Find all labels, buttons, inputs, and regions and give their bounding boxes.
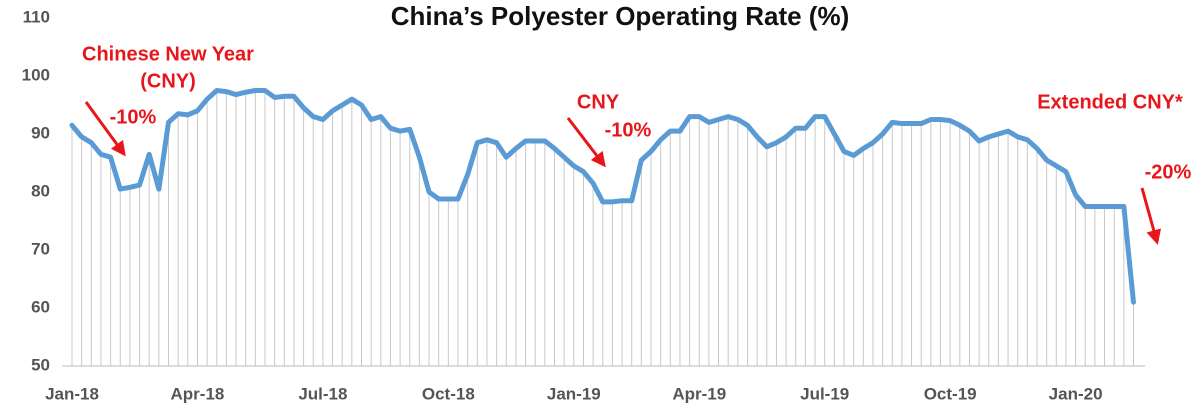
y-tick-label: 60 [31,297,50,316]
arrow [84,101,126,157]
x-tick-label: Jul-18 [298,384,347,403]
annotation: -10% [110,106,157,128]
x-tick-label: Apr-18 [171,384,225,403]
x-tick-label: Jan-19 [547,384,601,403]
x-tick-label: Oct-19 [924,384,977,403]
arrow [566,117,606,168]
y-tick-label: 80 [31,181,50,200]
x-tick-label: Jan-20 [1049,384,1103,403]
annotation: CNY [577,91,620,113]
x-tick-label: Oct-18 [422,384,475,403]
y-tick-label: 110 [23,7,50,26]
x-tick-label: Jan-18 [45,384,99,403]
annotation: -20% [1145,161,1192,183]
chart-title: China’s Polyester Operating Rate (%) [391,1,849,31]
annotation: (CNY) [140,70,196,92]
annotation: -10% [605,119,652,141]
arrow [1140,187,1162,245]
y-tick-label: 70 [31,239,50,258]
y-tick-label: 50 [31,355,50,374]
x-tick-label: Apr-19 [672,384,726,403]
annotation: Chinese New Year [82,43,254,65]
y-tick-label: 90 [31,123,50,142]
y-tick-label: 100 [22,65,50,84]
x-tick-label: Jul-19 [800,384,849,403]
annotation: Extended CNY* [1037,91,1183,113]
series-line [69,88,1136,305]
